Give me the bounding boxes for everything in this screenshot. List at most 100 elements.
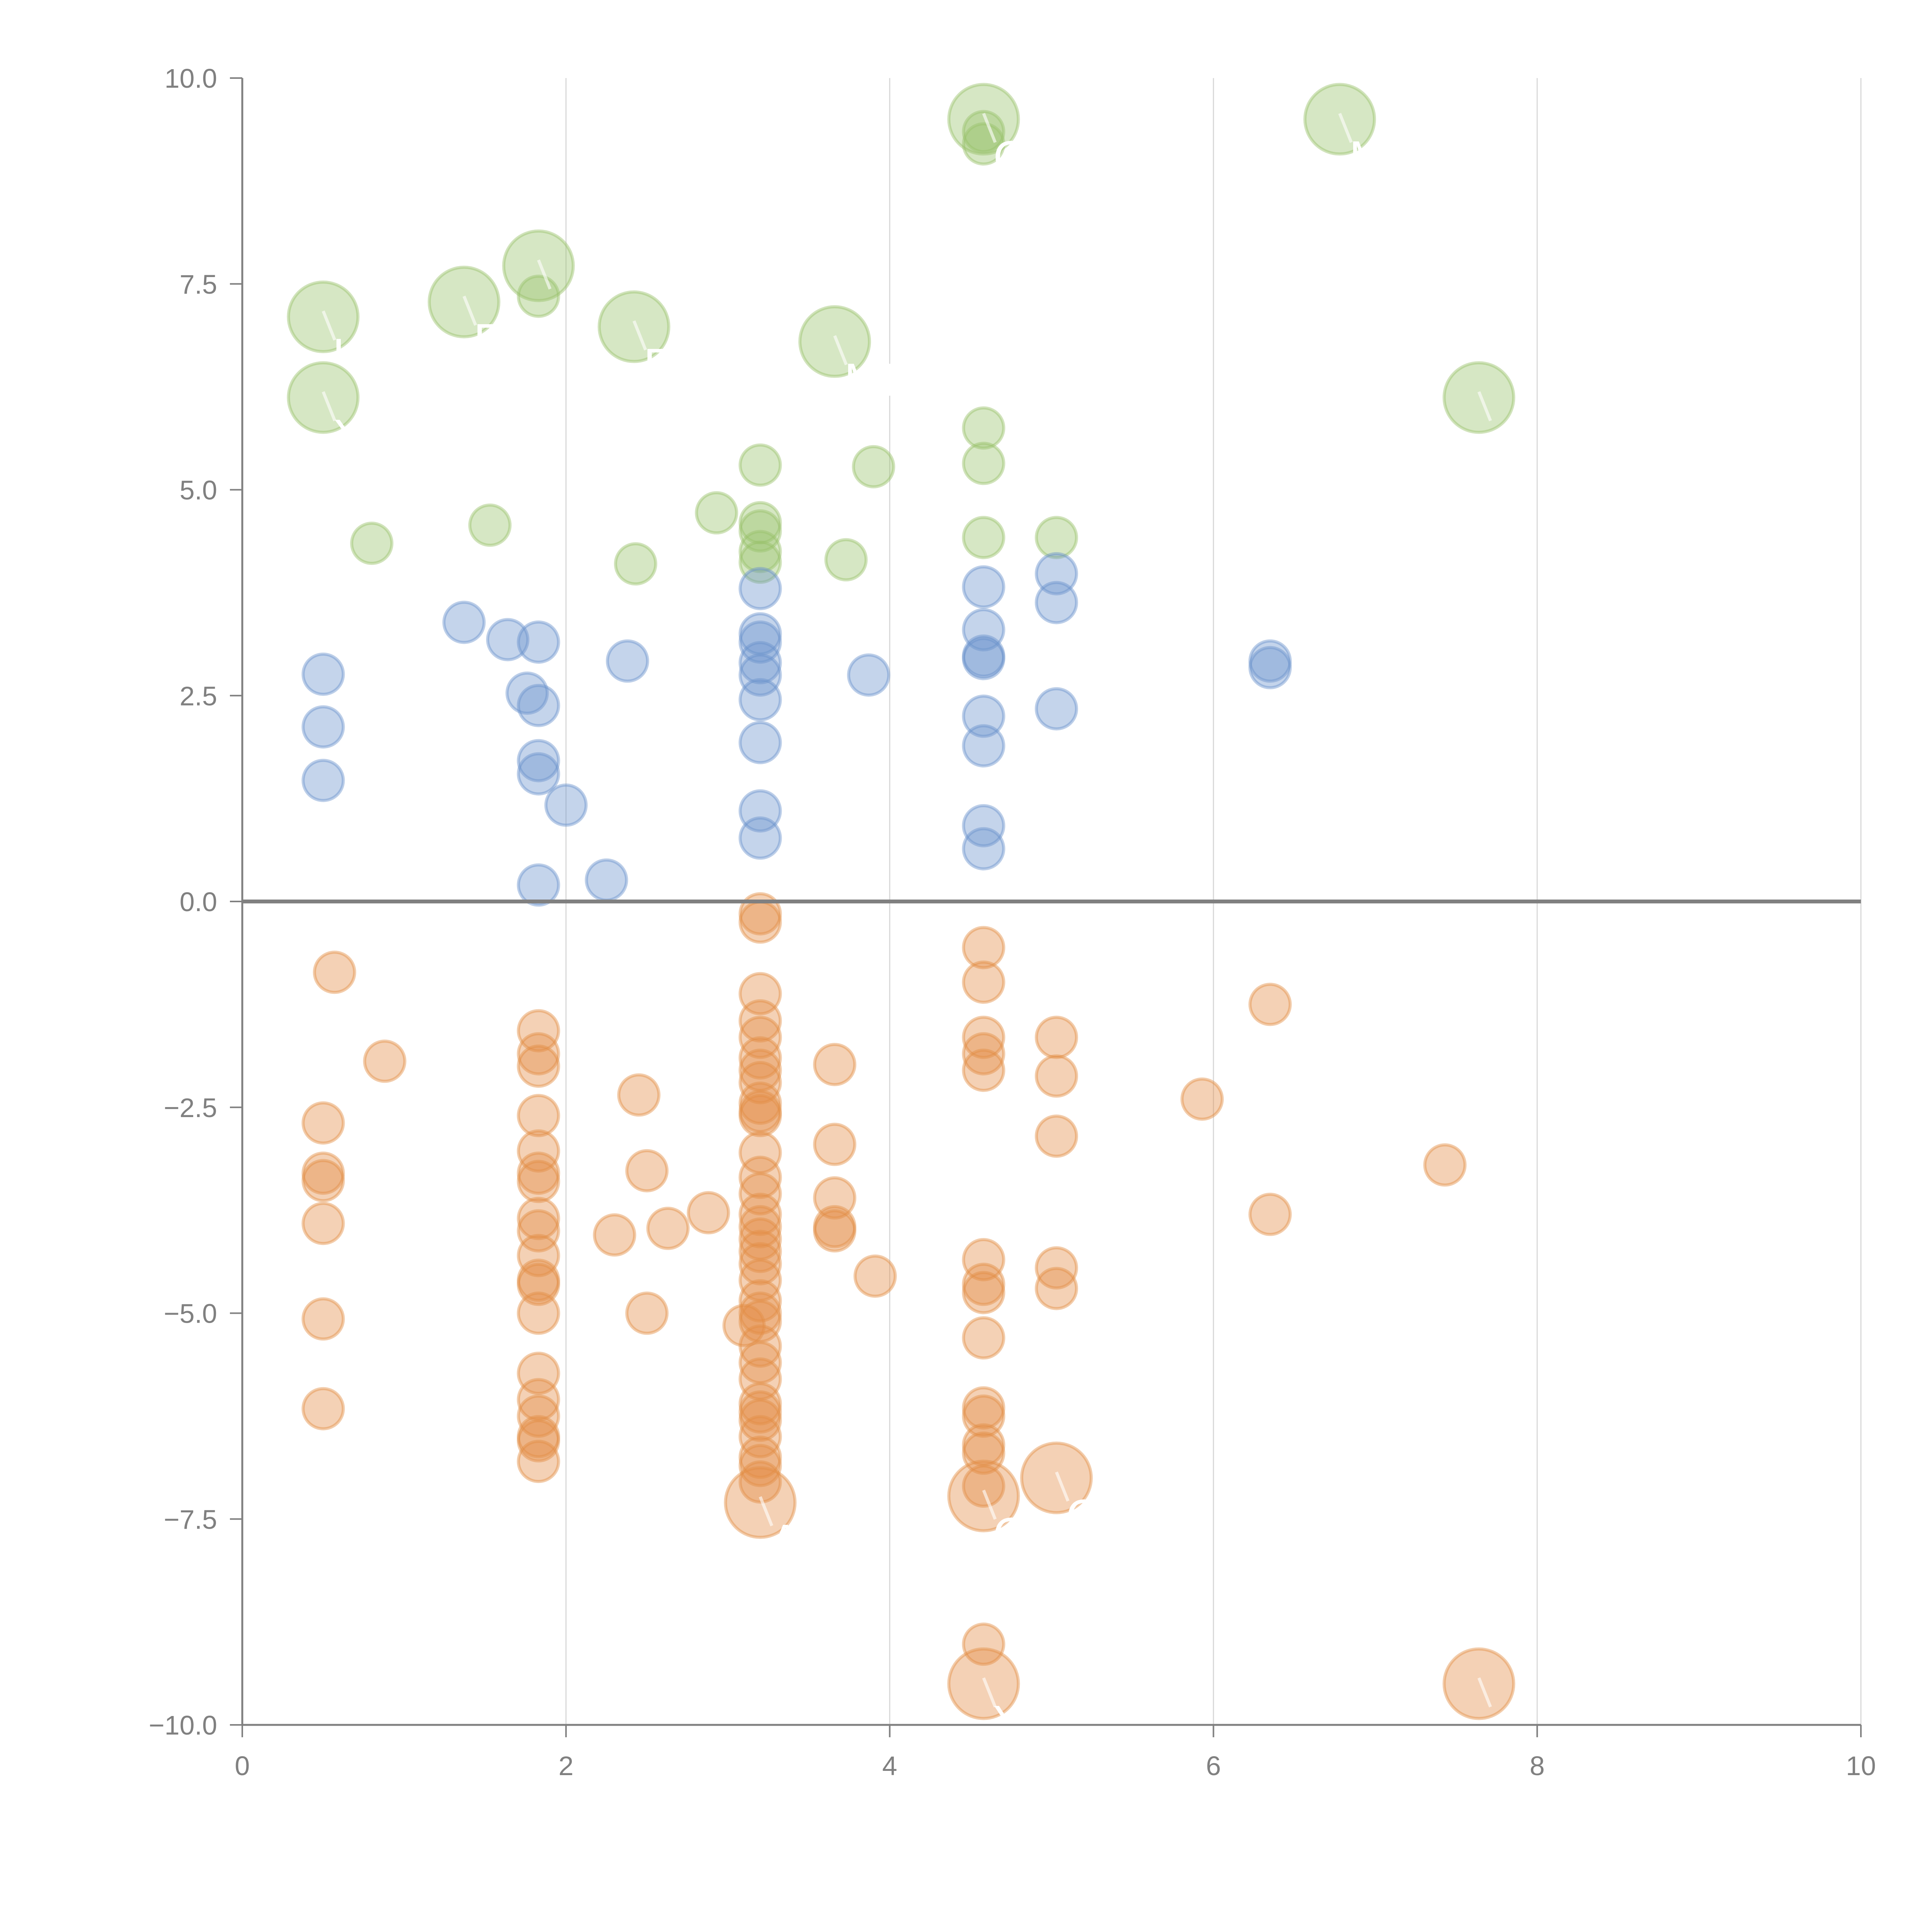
data-point-orange bbox=[517, 1209, 560, 1253]
data-point-orange bbox=[517, 1032, 560, 1076]
data-point-blue bbox=[962, 565, 1005, 609]
data-point-orange bbox=[962, 1238, 1005, 1281]
data-point-green bbox=[738, 443, 782, 487]
data-point-orange bbox=[1035, 1015, 1078, 1059]
data-point-orange bbox=[962, 960, 1005, 1004]
data-point-blue bbox=[517, 739, 560, 782]
data-point-orange bbox=[962, 1423, 1005, 1467]
data-point-blue bbox=[301, 652, 345, 696]
data-point-blue bbox=[738, 789, 782, 833]
bubble-green bbox=[798, 305, 871, 378]
data-point-orange bbox=[1035, 1114, 1078, 1158]
data-point-orange bbox=[738, 1382, 782, 1425]
x-axis-ticks: 0 2 4 6 8 10 bbox=[235, 1725, 1876, 1781]
data-point-orange bbox=[517, 1352, 560, 1395]
data-point-orange bbox=[517, 1415, 560, 1459]
data-point-orange bbox=[738, 1230, 782, 1273]
bubble-green bbox=[287, 280, 360, 353]
y-tick-label: −5.0 bbox=[164, 1299, 217, 1329]
data-point-orange bbox=[738, 1015, 782, 1059]
data-point-blue bbox=[738, 567, 782, 611]
data-point-blue bbox=[847, 653, 891, 697]
data-point-blue bbox=[738, 620, 782, 664]
data-point-orange bbox=[853, 1254, 897, 1298]
data-point-orange bbox=[517, 1234, 560, 1277]
bubble-label: F bbox=[644, 339, 672, 391]
bubble-orange bbox=[947, 1459, 1020, 1532]
data-point-blue bbox=[517, 863, 560, 907]
data-point-orange bbox=[813, 1176, 857, 1220]
x-tick-label: 10 bbox=[1846, 1751, 1876, 1781]
data-point-blue bbox=[962, 608, 1005, 651]
bubble-green bbox=[502, 229, 575, 302]
data-point-orange bbox=[962, 1431, 1005, 1475]
x-tick-label: 0 bbox=[235, 1751, 250, 1781]
y-tick-label: −2.5 bbox=[164, 1093, 217, 1123]
data-point-orange bbox=[738, 1090, 782, 1133]
data-point-orange bbox=[738, 1082, 782, 1125]
data-point-blue bbox=[301, 759, 345, 802]
label-leader-line bbox=[1477, 391, 1492, 422]
data-point-orange bbox=[738, 1444, 782, 1487]
data-point-blue bbox=[962, 804, 1005, 847]
data-point-green bbox=[962, 406, 1005, 450]
x-tick-label: 4 bbox=[882, 1751, 897, 1781]
data-point-blue bbox=[1248, 646, 1292, 689]
label-leader-line bbox=[1477, 1677, 1492, 1708]
bubble-green bbox=[427, 265, 500, 338]
data-point-orange bbox=[962, 1032, 1005, 1076]
data-point-blue bbox=[1035, 552, 1078, 595]
data-point-green bbox=[1035, 516, 1078, 560]
data-point-blue bbox=[962, 724, 1005, 768]
bubble-green bbox=[287, 361, 360, 434]
data-point-orange bbox=[738, 1324, 782, 1368]
data-point-orange bbox=[738, 1242, 782, 1286]
data-point-orange bbox=[738, 892, 782, 935]
points-layer bbox=[301, 110, 1467, 1666]
data-point-orange bbox=[738, 1279, 782, 1323]
data-point-blue bbox=[605, 639, 649, 683]
data-point-orange bbox=[813, 1205, 857, 1248]
data-point-green bbox=[852, 445, 895, 488]
x-tick-label: 6 bbox=[1206, 1751, 1221, 1781]
bubble-green bbox=[947, 83, 1020, 156]
data-point-orange bbox=[738, 1155, 782, 1199]
data-point-blue bbox=[486, 618, 529, 662]
data-point-orange bbox=[625, 1149, 669, 1192]
data-point-orange bbox=[962, 1622, 1005, 1666]
data-point-orange bbox=[1423, 1143, 1467, 1187]
data-point-blue bbox=[517, 620, 560, 664]
data-point-blue bbox=[738, 641, 782, 685]
data-point-orange bbox=[301, 1387, 345, 1430]
y-tick-label: 10.0 bbox=[165, 63, 217, 94]
data-point-orange bbox=[738, 1192, 782, 1236]
label-leader-line bbox=[463, 296, 477, 326]
data-point-orange bbox=[313, 951, 356, 994]
bubble-orange bbox=[724, 1466, 797, 1539]
data-point-orange bbox=[1180, 1077, 1224, 1121]
data-point-orange bbox=[738, 999, 782, 1043]
data-point-blue bbox=[1248, 639, 1292, 683]
bubble-green bbox=[1442, 361, 1515, 434]
data-point-orange bbox=[962, 1394, 1005, 1438]
data-point-orange bbox=[962, 1271, 1005, 1315]
data-point-green bbox=[350, 522, 394, 565]
data-point-green bbox=[738, 541, 782, 584]
data-point-blue bbox=[544, 783, 588, 827]
bubble-green bbox=[597, 290, 670, 363]
data-point-orange bbox=[962, 1262, 1005, 1306]
data-point-orange bbox=[738, 1398, 782, 1442]
bubble-orange bbox=[1442, 1647, 1515, 1720]
data-point-green bbox=[962, 516, 1005, 560]
data-point-orange bbox=[738, 1036, 782, 1080]
data-point-blue bbox=[1035, 687, 1078, 731]
data-point-orange bbox=[517, 1129, 560, 1173]
data-point-orange bbox=[593, 1213, 636, 1257]
data-point-orange bbox=[517, 1009, 560, 1053]
data-point-orange bbox=[738, 1259, 782, 1302]
label-leader-line bbox=[759, 1496, 774, 1527]
bubble-label: C bbox=[993, 132, 1027, 184]
bubble-label: XD bbox=[333, 410, 397, 462]
data-point-orange bbox=[517, 1094, 560, 1138]
